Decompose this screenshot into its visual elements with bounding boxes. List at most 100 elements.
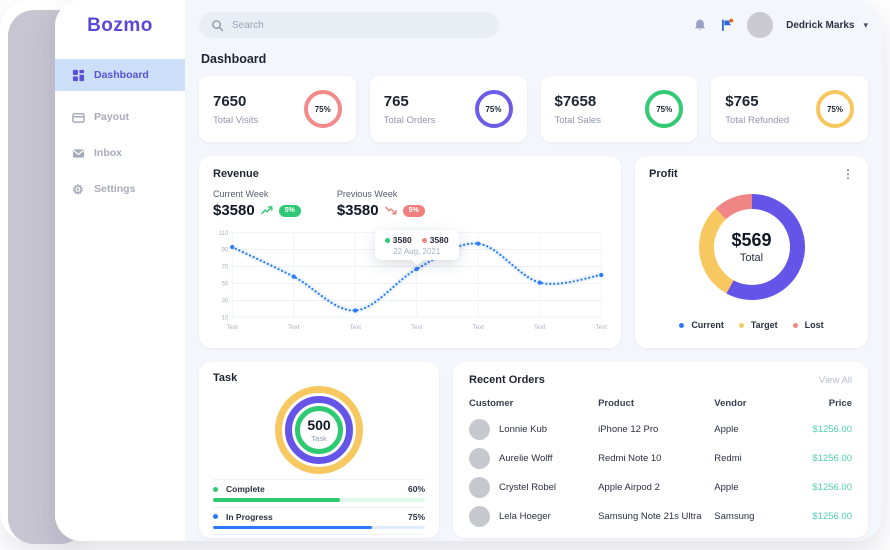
legend-label: Target <box>750 320 778 330</box>
task-title: Task <box>213 372 238 384</box>
orders-table: Customer Product Vendor Price Lonnie Kub… <box>469 390 852 531</box>
search-icon <box>211 19 224 32</box>
previous-week-stat: Previous Week $3580 5% <box>337 189 425 219</box>
task-center-label: Task <box>311 434 327 443</box>
user-avatar[interactable] <box>747 12 774 38</box>
task-rings-chart: 500 Task <box>275 386 363 474</box>
sidebar-item-settings[interactable]: ⚙ Settings <box>55 173 185 205</box>
tooltip-series2-dot <box>421 237 427 243</box>
stat-card-total-orders: 765 Total Orders 75% <box>369 76 527 142</box>
recent-orders-card: Recent Orders View All Customer Product … <box>453 362 868 538</box>
profit-donut: $569 Total <box>698 194 805 300</box>
column-product: Product <box>598 398 634 409</box>
customer-avatar <box>469 448 490 469</box>
trend-up-icon <box>261 206 273 215</box>
view-all-link[interactable]: View All <box>818 374 852 386</box>
customer-name: Aurelie Wolff <box>499 453 553 464</box>
stat-label: Total Sales <box>554 114 601 126</box>
recent-orders-title: Recent Orders <box>469 374 545 386</box>
stat-progress-ring: 75% <box>645 90 684 128</box>
column-price: Price <box>828 398 852 409</box>
task-ring-complete <box>295 406 343 454</box>
sidebar-item-label: Settings <box>94 183 136 195</box>
stat-progress-ring: 75% <box>474 90 513 128</box>
tooltip-date: 22 Aug, 2021 <box>393 247 441 257</box>
revenue-line-chart: Text Text Text Text Text Text Text 110 90 70 50 30 1… <box>218 230 607 331</box>
product-name: iPhone 12 Pro <box>598 424 659 435</box>
legend-label: Current <box>691 320 724 330</box>
orders-table-header: Customer Product Vendor Price <box>469 390 852 415</box>
legend-item-target: Target <box>738 320 778 330</box>
tooltip-series1-value: 3580 <box>392 235 412 246</box>
stat-value: 765 <box>383 92 409 110</box>
product-name: Redmi Note 10 <box>598 453 662 464</box>
middle-row: Revenue Current Week $3580 5% <box>199 156 868 348</box>
legend-label: Lost <box>804 320 824 330</box>
stat-card-total-visits: 7650 Total Visits 75% <box>199 76 356 142</box>
vendor-name: Samsung <box>714 511 755 522</box>
order-row[interactable]: Aurelie Wolff Redmi Note 10 Redmi $1256.… <box>469 444 852 473</box>
sidebar-item-inbox[interactable]: Inbox <box>55 137 185 169</box>
task-card: Task 500 Task Complete 60% <box>199 362 439 541</box>
flag-icon[interactable] <box>720 18 734 32</box>
order-row[interactable]: Crystel Robel Apple Airpod 2 Apple $1256… <box>469 473 852 502</box>
app-logo: Bozmo <box>87 15 153 36</box>
tooltip-series2-value: 3580 <box>429 235 449 246</box>
kebab-menu-icon[interactable]: ⋮ <box>842 167 854 181</box>
task-label: In Progress <box>226 511 273 522</box>
trend-down-icon <box>384 206 397 215</box>
product-name: Apple Airpod 2 <box>598 482 660 493</box>
chevron-down-icon[interactable]: ▾ <box>863 19 868 30</box>
product-name: Samsung Note 21s Ultra <box>598 511 702 522</box>
current-week-label: Current Week <box>213 189 269 199</box>
stats-row: 7650 Total Visits 75% 765 Total Orders 7… <box>199 76 868 142</box>
stat-card-total-sales: $7658 Total Sales 75% <box>540 76 698 142</box>
profit-total-value: $569 <box>731 230 772 250</box>
search-bar[interactable] <box>199 12 499 38</box>
bottom-row: Task 500 Task Complete 60% <box>199 362 868 541</box>
order-price: $1256.00 <box>812 482 852 493</box>
previous-week-change-badge: 5% <box>402 204 425 217</box>
svg-text:Text: Text <box>411 324 423 331</box>
svg-text:Text: Text <box>473 324 485 331</box>
topbar-actions: Dedrick Marks ▾ <box>693 12 868 38</box>
bell-icon[interactable] <box>693 18 707 32</box>
task-progress-in-progress: In Progress 75% <box>213 506 425 535</box>
column-customer: Customer <box>469 398 514 409</box>
legend-dot <box>679 322 685 328</box>
order-row[interactable]: Lonnie Kub iPhone 12 Pro Apple $1256.00 <box>469 415 852 444</box>
stat-value: 7650 <box>213 92 247 110</box>
vendor-name: Apple <box>714 482 739 493</box>
topbar: Dedrick Marks ▾ <box>199 10 868 40</box>
revenue-title: Revenue <box>213 168 259 180</box>
app-window: Bozmo Dashboard Payout <box>55 0 882 541</box>
search-input[interactable] <box>232 19 487 31</box>
sidebar-item-payout[interactable]: Payout <box>55 101 185 133</box>
customer-name: Lela Hoeger <box>499 511 551 522</box>
stat-value: $765 <box>725 92 759 110</box>
svg-text:Text: Text <box>534 324 546 331</box>
stat-card-total-refunded: $765 Total Refunded 75% <box>711 76 868 142</box>
svg-text:10: 10 <box>221 314 228 321</box>
legend-dot <box>792 322 798 328</box>
current-week-value: $3580 <box>213 202 255 219</box>
order-price: $1256.00 <box>812 511 852 522</box>
sidebar-nav: Dashboard Payout Inbox ⚙ Settings <box>55 59 185 205</box>
svg-text:110: 110 <box>218 230 228 237</box>
order-row[interactable]: Lela Hoeger Samsung Note 21s Ultra Samsu… <box>469 502 852 531</box>
profit-card: Profit ⋮ $569 Total Current Target Lost <box>635 156 868 348</box>
task-label: Complete <box>226 484 265 494</box>
previous-week-label: Previous Week <box>336 189 398 199</box>
sidebar-item-label: Dashboard <box>94 69 149 81</box>
stat-progress-ring: 75% <box>816 90 854 128</box>
column-vendor: Vendor <box>714 398 747 409</box>
task-label: Started <box>226 539 255 541</box>
task-dot <box>213 486 218 492</box>
sidebar-item-dashboard[interactable]: Dashboard <box>55 59 185 91</box>
svg-text:50: 50 <box>221 281 228 288</box>
stat-label: Total Refunded <box>725 114 790 126</box>
task-progress-bar <box>213 498 425 502</box>
wallet-icon <box>71 110 85 124</box>
task-ring-started <box>275 386 363 474</box>
